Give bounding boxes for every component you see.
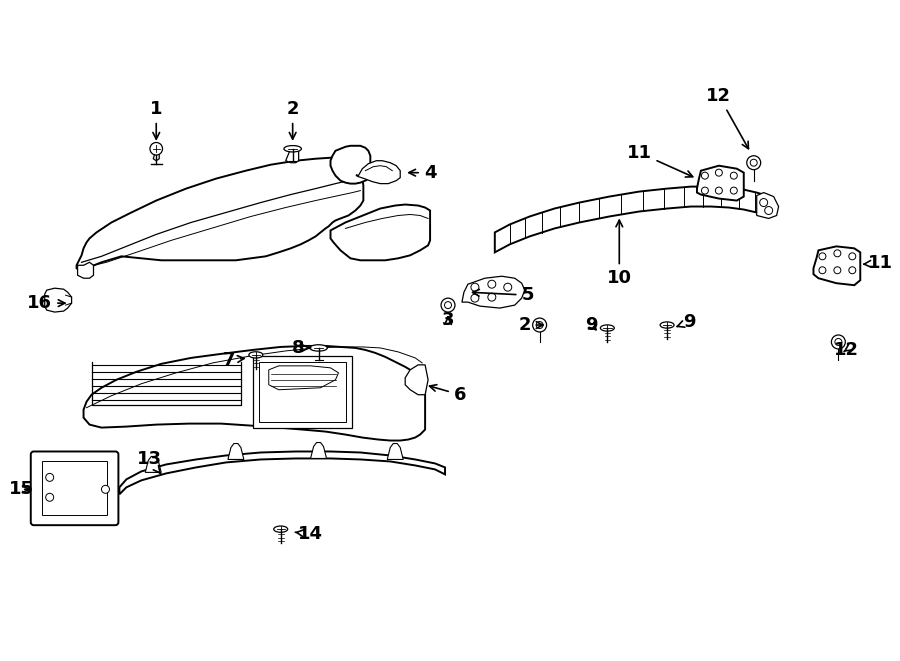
- Text: 16: 16: [27, 294, 65, 312]
- Circle shape: [701, 187, 708, 194]
- Text: 2: 2: [286, 100, 299, 139]
- Circle shape: [716, 187, 723, 194]
- Text: 6: 6: [429, 385, 466, 404]
- Circle shape: [819, 253, 826, 260]
- Circle shape: [488, 280, 496, 288]
- Polygon shape: [228, 444, 244, 459]
- Polygon shape: [120, 451, 445, 494]
- Circle shape: [445, 301, 452, 309]
- Ellipse shape: [600, 325, 615, 331]
- Text: 5: 5: [472, 286, 534, 304]
- Ellipse shape: [284, 145, 302, 152]
- Circle shape: [832, 335, 845, 349]
- Polygon shape: [697, 166, 743, 200]
- Ellipse shape: [660, 322, 674, 328]
- Text: 11: 11: [864, 254, 893, 272]
- Text: 7: 7: [222, 351, 244, 369]
- Circle shape: [834, 250, 841, 257]
- Polygon shape: [495, 186, 767, 253]
- Circle shape: [533, 318, 546, 332]
- Circle shape: [747, 156, 760, 170]
- Polygon shape: [387, 444, 403, 459]
- Bar: [253, 356, 353, 428]
- Circle shape: [488, 293, 496, 301]
- Circle shape: [150, 143, 163, 155]
- Text: 4: 4: [409, 164, 436, 182]
- Text: 15: 15: [9, 481, 34, 498]
- Polygon shape: [757, 192, 778, 219]
- Text: 2: 2: [518, 316, 543, 334]
- Polygon shape: [462, 276, 525, 308]
- Ellipse shape: [248, 352, 263, 358]
- Circle shape: [730, 187, 737, 194]
- Polygon shape: [330, 204, 430, 260]
- FancyBboxPatch shape: [31, 451, 119, 525]
- Circle shape: [835, 338, 842, 346]
- Polygon shape: [145, 457, 161, 473]
- Polygon shape: [153, 149, 159, 161]
- Text: 1: 1: [150, 100, 163, 139]
- Circle shape: [765, 206, 772, 214]
- Circle shape: [46, 473, 54, 481]
- Text: 8: 8: [292, 339, 310, 357]
- Circle shape: [441, 298, 455, 312]
- Circle shape: [760, 198, 768, 206]
- Circle shape: [102, 485, 110, 493]
- Circle shape: [819, 267, 826, 274]
- Polygon shape: [269, 366, 338, 390]
- Text: 12: 12: [833, 341, 859, 359]
- Circle shape: [536, 321, 543, 329]
- Bar: [41, 461, 107, 515]
- Ellipse shape: [310, 345, 328, 351]
- Text: 10: 10: [607, 220, 632, 288]
- Polygon shape: [310, 442, 327, 459]
- Bar: [259, 362, 346, 422]
- Polygon shape: [814, 247, 860, 285]
- Circle shape: [471, 283, 479, 291]
- Circle shape: [751, 159, 757, 166]
- Circle shape: [701, 172, 708, 179]
- Polygon shape: [45, 288, 72, 312]
- Circle shape: [849, 267, 856, 274]
- Polygon shape: [285, 146, 299, 163]
- Polygon shape: [356, 161, 400, 184]
- Circle shape: [730, 172, 737, 179]
- Polygon shape: [330, 146, 370, 184]
- Text: 9: 9: [585, 316, 598, 334]
- Text: 13: 13: [137, 450, 162, 473]
- Circle shape: [504, 283, 512, 291]
- Polygon shape: [76, 158, 364, 270]
- Polygon shape: [84, 346, 425, 440]
- Circle shape: [471, 294, 479, 302]
- Text: 3: 3: [442, 311, 454, 329]
- Text: 12: 12: [706, 87, 749, 149]
- Circle shape: [46, 493, 54, 501]
- Polygon shape: [405, 365, 428, 395]
- Circle shape: [834, 267, 841, 274]
- Polygon shape: [77, 262, 94, 278]
- Circle shape: [716, 169, 723, 176]
- Circle shape: [849, 253, 856, 260]
- Text: 11: 11: [626, 143, 693, 177]
- Text: 9: 9: [677, 313, 695, 331]
- Text: 14: 14: [295, 525, 323, 543]
- Ellipse shape: [274, 526, 288, 532]
